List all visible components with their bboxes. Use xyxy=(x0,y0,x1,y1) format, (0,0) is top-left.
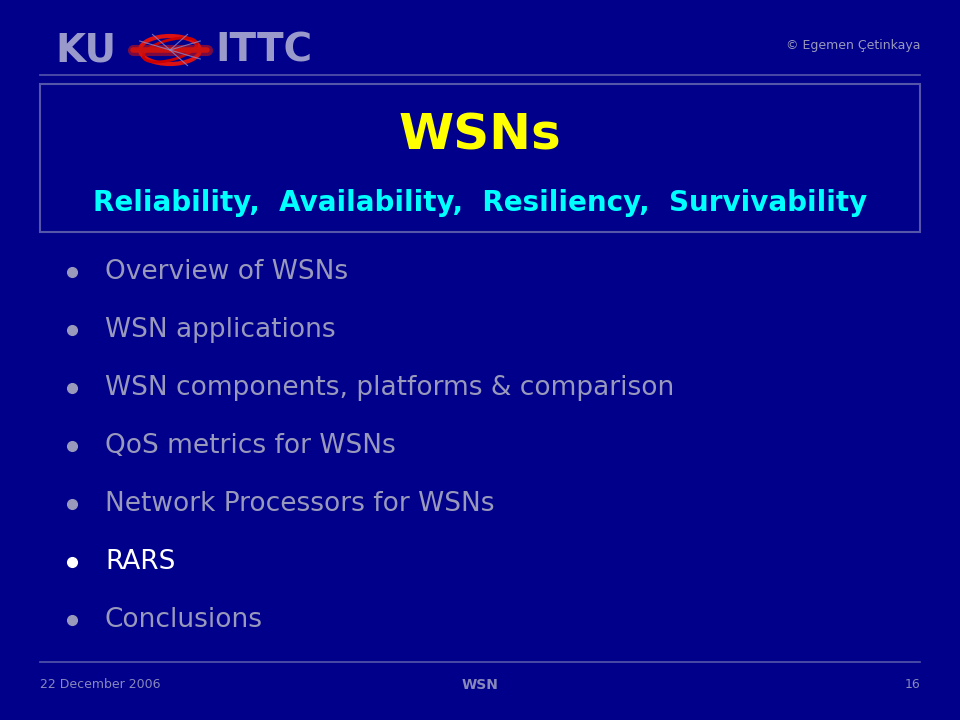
Text: Reliability,  Availability,  Resiliency,  Survivability: Reliability, Availability, Resiliency, S… xyxy=(93,189,867,217)
Text: WSNs: WSNs xyxy=(398,112,562,160)
Text: WSN applications: WSN applications xyxy=(105,317,336,343)
Text: 16: 16 xyxy=(904,678,920,691)
Text: ITTC: ITTC xyxy=(215,31,312,69)
Text: WSN: WSN xyxy=(462,678,498,692)
Text: WSN components, platforms & comparison: WSN components, platforms & comparison xyxy=(105,375,674,401)
Text: Conclusions: Conclusions xyxy=(105,607,263,633)
Text: Overview of WSNs: Overview of WSNs xyxy=(105,259,348,285)
FancyBboxPatch shape xyxy=(40,84,920,232)
Text: KU: KU xyxy=(55,31,116,69)
Text: QoS metrics for WSNs: QoS metrics for WSNs xyxy=(105,433,396,459)
Text: Network Processors for WSNs: Network Processors for WSNs xyxy=(105,491,494,517)
Text: 22 December 2006: 22 December 2006 xyxy=(40,678,160,691)
Text: © Egemen Çetinkaya: © Egemen Çetinkaya xyxy=(785,38,920,52)
Text: RARS: RARS xyxy=(105,549,176,575)
